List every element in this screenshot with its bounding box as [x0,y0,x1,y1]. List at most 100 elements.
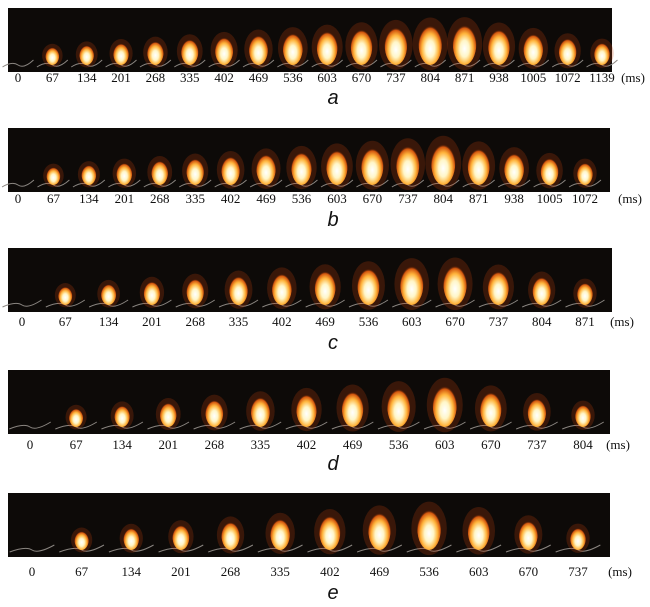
flame [351,27,373,65]
time-label: 402 [297,437,317,452]
flame [249,33,268,65]
flame [69,407,83,427]
time-label: 871 [469,191,489,206]
time-label: 938 [504,191,524,206]
flame [270,517,290,550]
unit-label: (ms) [606,437,630,452]
flame [519,519,538,550]
flame [433,383,457,427]
flame [47,166,61,185]
page: 0671342012683354024695366036707378048719… [0,0,650,607]
time-label: 134 [79,191,99,206]
time-label: 603 [435,437,455,452]
panel-label: e [327,582,338,604]
time-label: 938 [489,70,509,85]
flame [75,530,89,550]
unit-label: (ms) [610,314,634,329]
time-label: 67 [75,564,89,579]
flame [541,156,559,185]
flame [160,401,177,427]
time-label: 201 [171,564,191,579]
figure: 0671342012683354024695366036707378048719… [0,0,650,607]
unit-label: (ms) [618,191,642,206]
time-label: 67 [46,70,60,85]
time-label: 402 [214,70,234,85]
time-label: 402 [272,314,292,329]
time-label: 0 [15,191,22,206]
time-label: 0 [19,314,26,329]
flame [46,46,60,65]
flame [468,512,490,550]
time-label: 469 [343,437,363,452]
image-strip [8,248,612,312]
time-label: 201 [111,70,131,85]
flame [504,151,524,185]
flame [147,40,163,65]
time-label: 335 [270,564,290,579]
time-label: 469 [370,564,390,579]
panel-label: a [327,87,338,109]
flame [215,35,233,65]
flame [468,146,490,185]
time-label: 335 [185,191,205,206]
flame [113,42,128,65]
flame [559,37,577,65]
flame [117,161,133,185]
flame [594,41,610,65]
flame [181,38,198,65]
time-label: 469 [256,191,276,206]
flame [528,397,546,427]
time-label: 1072 [572,191,598,206]
time-label: 603 [327,191,347,206]
flame [368,510,390,550]
time-label: 335 [229,314,249,329]
time-label: 536 [389,437,409,452]
time-label: 201 [159,437,179,452]
flame [488,27,510,65]
unit-label: (ms) [621,70,645,85]
flame [221,155,239,185]
flame [58,285,72,305]
time-label: 536 [359,314,379,329]
time-label: 268 [221,564,241,579]
time-label: 737 [489,314,509,329]
flame [151,159,168,185]
panel-label: b [327,209,338,231]
time-label: 804 [420,70,440,85]
time-label: 1005 [537,191,563,206]
flame [524,32,544,65]
time-label: 670 [363,191,383,206]
flame [315,269,336,305]
time-label: 268 [205,437,225,452]
time-label: 134 [77,70,97,85]
flame [577,281,593,305]
time-label: 469 [249,70,269,85]
flame [533,275,551,305]
flame [357,266,379,305]
time-label: 201 [142,314,162,329]
time-label: 0 [27,437,34,452]
time-label: 67 [59,314,73,329]
time-label: 670 [481,437,501,452]
flame [256,152,275,185]
time-label: 603 [317,70,337,85]
time-label: 670 [352,70,372,85]
flame [385,25,407,65]
time-label: 134 [99,314,119,329]
time-label: 268 [146,70,166,85]
flame [144,280,160,305]
time-label: 134 [112,437,132,452]
time-label: 402 [221,191,241,206]
flame [101,283,116,305]
flame [396,143,419,185]
flame [229,274,248,305]
time-label: 0 [29,564,36,579]
time-label: 134 [122,564,142,579]
flame [124,527,140,550]
time-label: 737 [527,437,547,452]
time-label: 335 [180,70,200,85]
flame [361,146,383,185]
flame [387,386,410,427]
time-label: 804 [532,314,552,329]
time-label: 67 [47,191,61,206]
